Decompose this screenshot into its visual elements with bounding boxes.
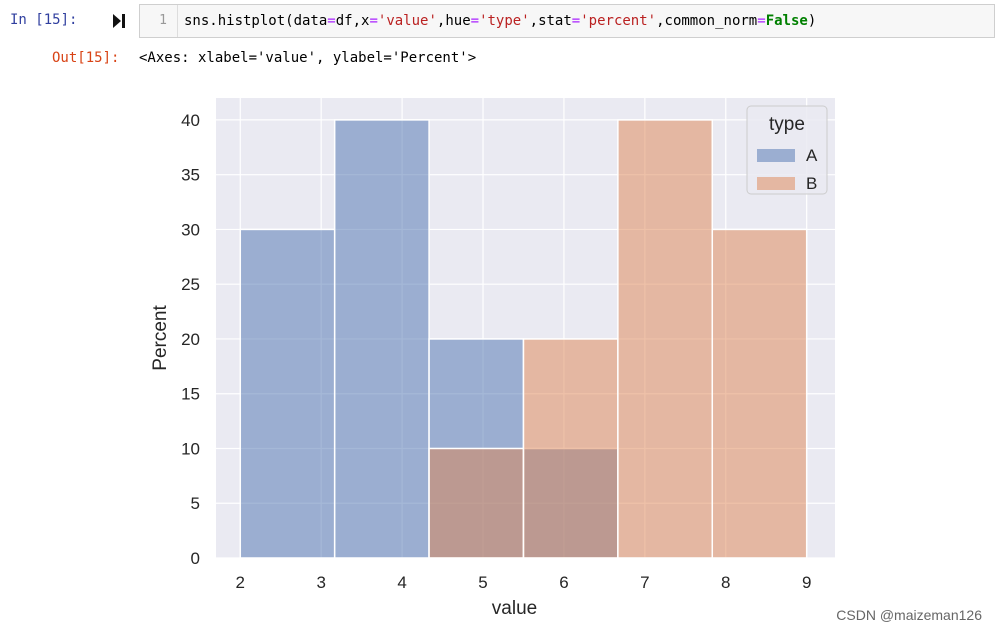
legend-label-b: B (806, 174, 817, 193)
code-token: ,stat (529, 13, 572, 29)
output-text: <Axes: xlabel='value', ylabel='Percent'> (139, 50, 477, 66)
input-prompt: In [15]: (10, 12, 78, 28)
histogram-bar-a (239, 228, 336, 559)
x-tick-label: 7 (640, 573, 649, 592)
histogram-chart: 0 5 10 15 20 25 30 35 40 2 3 4 5 6 7 8 9 value Percent type… (150, 98, 835, 619)
y-tick-label: 40 (181, 111, 200, 130)
y-tick-label: 25 (181, 275, 200, 294)
code-token: ) (807, 13, 817, 29)
x-tick-label: 6 (559, 573, 568, 592)
histogram-bar-b (428, 447, 525, 559)
x-tick-label: 4 (397, 573, 406, 592)
code-token: = (757, 13, 766, 29)
y-tick-label: 35 (181, 166, 200, 185)
x-tick-label: 5 (478, 573, 487, 592)
code-token: ,hue (436, 13, 471, 29)
histogram-bar-b (711, 228, 808, 559)
code-token: 'type' (479, 13, 530, 29)
run-cell-button[interactable] (110, 10, 128, 32)
x-tick-label: 9 (802, 573, 811, 592)
code-token: 'percent' (580, 13, 657, 29)
code-line[interactable]: sns.histplot(data=df,x='value',hue='type… (184, 5, 816, 37)
run-cell-icon (113, 14, 125, 28)
y-tick-label: 0 (191, 549, 200, 568)
y-tick-label: 30 (181, 220, 200, 239)
code-token: = (470, 13, 480, 29)
legend-title: type (769, 114, 805, 135)
histogram-bar-b (522, 338, 619, 559)
code-token: ,common_norm (656, 13, 758, 29)
code-token: = (369, 13, 378, 29)
code-cell-editor[interactable]: 1 sns.histplot(data=df,x='value',hue='ty… (139, 4, 995, 38)
legend-swatch-a (757, 149, 795, 162)
watermark: CSDN @maizeman126 (836, 607, 982, 623)
y-tick-label: 20 (181, 330, 200, 349)
x-tick-label: 2 (236, 573, 245, 592)
x-tick-label: 3 (316, 573, 325, 592)
y-tick-label: 5 (191, 494, 200, 513)
line-number: 1 (140, 5, 178, 37)
x-axis-label: value (492, 598, 537, 619)
code-token: = (571, 13, 581, 29)
code-token: False (765, 13, 808, 29)
code-token: df,x (335, 13, 370, 29)
code-token: 'value' (377, 13, 437, 29)
y-tick-label: 15 (181, 385, 200, 404)
code-token: sns.histplot(data (184, 13, 328, 29)
histogram-bar-a (333, 119, 430, 559)
y-axis-label: Percent (150, 305, 171, 371)
y-tick-label: 10 (181, 439, 200, 458)
output-prompt: Out[15]: (52, 50, 120, 66)
legend-swatch-b (757, 177, 795, 190)
histogram-bar-b (617, 119, 714, 559)
code-token: = (327, 13, 336, 29)
legend-label-a: A (806, 146, 818, 165)
x-tick-label: 8 (721, 573, 730, 592)
